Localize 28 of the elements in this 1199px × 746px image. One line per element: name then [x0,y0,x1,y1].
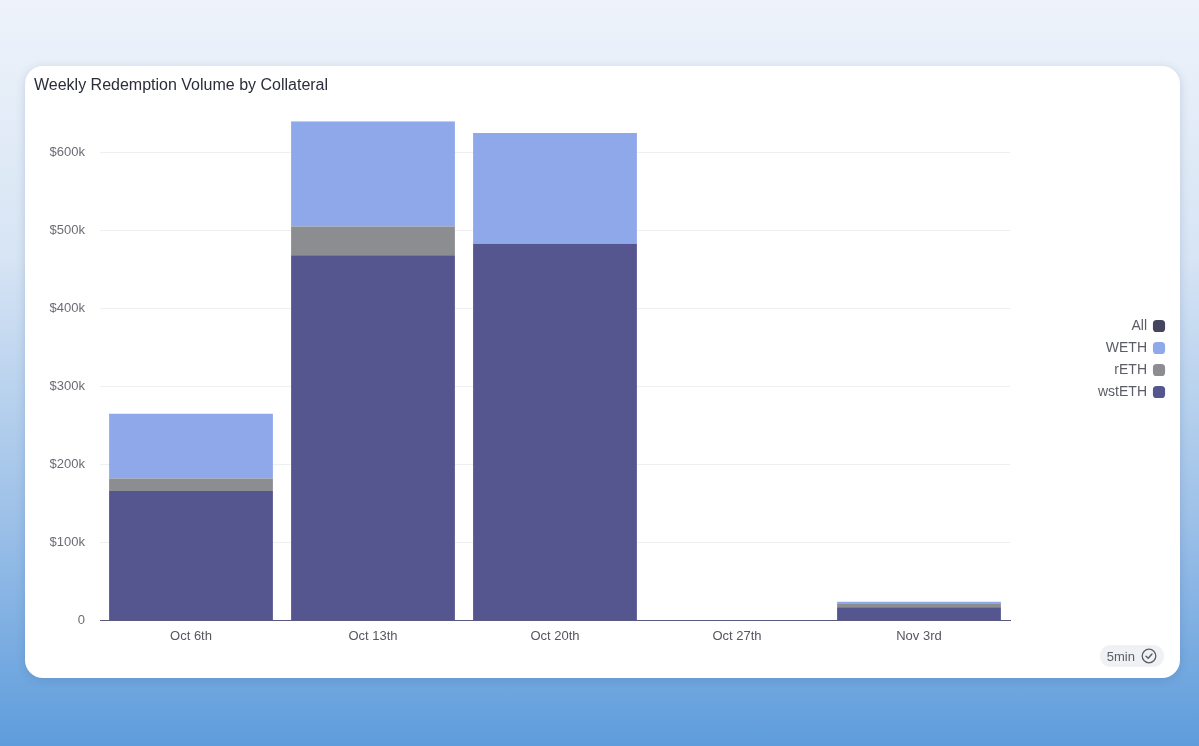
bar [473,132,637,244]
y-tick-label: $200k [49,455,86,471]
y-tick-label: $400k [49,299,86,315]
x-tick-label: Oct 27th [712,627,762,643]
x-tick-label: Oct 13th [348,627,398,643]
chart-title: Weekly Redemption Volume by Collateral [34,76,329,94]
bar [291,255,455,620]
bar [473,243,637,620]
y-tick-label: $600k [49,143,86,159]
legend-label: rETH [1114,360,1147,377]
status-badge: 5min [1099,645,1164,667]
y-tick-label: $100k [49,533,86,549]
x-tick-label: Nov 3rd [896,627,942,643]
legend-label: All [1131,316,1147,333]
legend-label: WETH [1105,338,1147,355]
bar [291,226,455,256]
x-tick-label: Oct 20th [530,627,580,643]
bar [109,490,273,620]
bar [837,604,1001,608]
bar [109,413,273,479]
y-tick-label: 0 [77,611,85,627]
y-tick-label: $500k [49,221,86,237]
y-tick-label: $300k [49,377,86,393]
bar [291,121,455,227]
bar [837,607,1001,620]
legend-label: wstETH [1097,382,1147,399]
bar [109,478,273,491]
x-tick-label: Oct 6th [170,627,212,643]
